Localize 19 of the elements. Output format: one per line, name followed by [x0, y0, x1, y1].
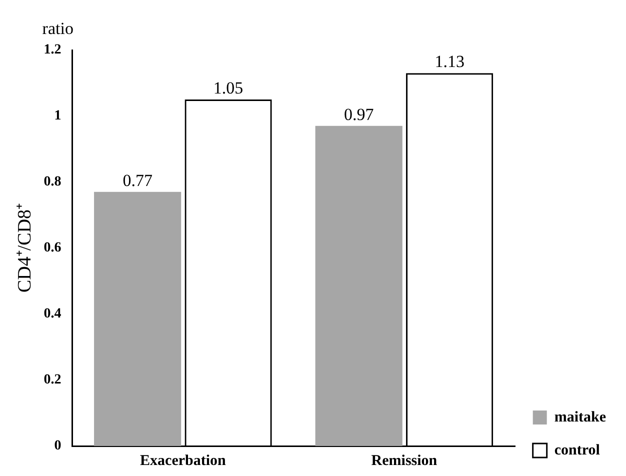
y-tick-label: 1.2: [44, 42, 62, 58]
x-tick-label: Remission: [371, 452, 438, 469]
y-tick-label: 0.8: [44, 174, 62, 190]
data-label: 0.77: [122, 170, 153, 190]
y-tick-label: 1: [54, 108, 62, 124]
y-tick-label: 0.2: [44, 372, 62, 388]
y-axis-title: CD4⁺/CD8⁺: [14, 203, 36, 293]
data-label: 1.05: [213, 78, 244, 98]
legend-label: maitake: [554, 409, 606, 426]
bar: [94, 192, 182, 446]
chart-title: ratio: [42, 18, 74, 38]
y-tick-label: 0: [54, 438, 62, 454]
y-tick-label: 0.6: [44, 240, 62, 256]
data-label: 0.97: [344, 104, 374, 124]
y-tick-label: 0.4: [44, 306, 62, 322]
data-label: 1.13: [434, 52, 464, 72]
x-tick-label: Exacerbation: [140, 452, 227, 469]
bar: [315, 126, 402, 446]
legend-label: control: [554, 442, 600, 458]
